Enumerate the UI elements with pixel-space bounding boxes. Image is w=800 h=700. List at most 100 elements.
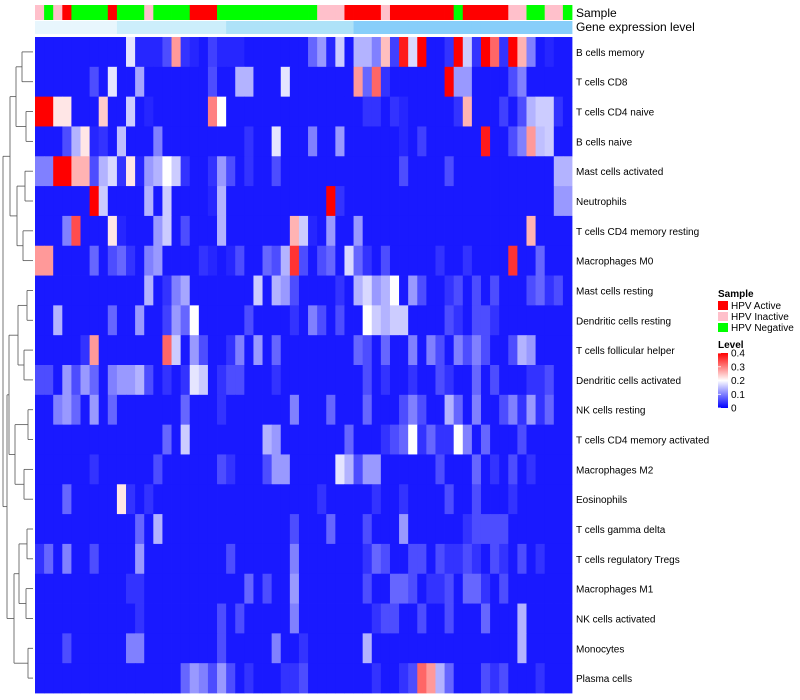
heatmap-cell bbox=[207, 335, 218, 366]
heatmap-cell bbox=[517, 484, 527, 515]
heatmap-cell bbox=[408, 66, 418, 98]
heatmap-cell bbox=[553, 215, 564, 247]
expression-annotation-cell bbox=[517, 21, 527, 34]
heatmap-cell bbox=[399, 156, 409, 187]
heatmap-cell bbox=[226, 394, 236, 426]
heatmap-cell bbox=[80, 424, 91, 455]
heatmap-cell bbox=[189, 186, 200, 217]
heatmap-cell bbox=[562, 573, 573, 604]
heatmap-cell bbox=[508, 633, 518, 664]
heatmap-cell bbox=[44, 156, 54, 187]
heatmap-cell bbox=[226, 603, 236, 634]
heatmap-cell bbox=[362, 514, 373, 545]
heatmap-cell bbox=[207, 156, 218, 187]
heatmap-cell bbox=[98, 66, 109, 98]
heatmap-cell bbox=[162, 275, 172, 306]
heatmap-cell bbox=[444, 335, 455, 366]
heatmap-cell bbox=[517, 305, 527, 336]
heatmap-cell bbox=[180, 394, 191, 426]
heatmap-cell bbox=[453, 633, 464, 664]
heatmap-cell bbox=[253, 484, 263, 515]
heatmap-cell bbox=[344, 275, 354, 306]
heatmap-cell bbox=[408, 156, 418, 187]
sample-annotation-cell bbox=[198, 5, 209, 20]
heatmap-cell bbox=[471, 275, 482, 306]
heatmap-cell bbox=[198, 514, 209, 545]
legend-label-hpv-negative: HPV Negative bbox=[731, 323, 794, 334]
heatmap-cell bbox=[444, 37, 455, 68]
heatmap-cell bbox=[35, 454, 45, 485]
heatmap-cell bbox=[517, 66, 527, 98]
row-label: T cells CD4 naive bbox=[576, 108, 655, 119]
heatmap-cell bbox=[189, 96, 200, 127]
heatmap-cell bbox=[171, 663, 182, 694]
heatmap-cell bbox=[553, 66, 564, 98]
row-label: Plasma cells bbox=[576, 674, 632, 685]
heatmap-cell bbox=[53, 663, 63, 694]
heatmap-cell bbox=[526, 215, 536, 247]
heatmap-cell bbox=[308, 275, 318, 306]
heatmap-cell bbox=[226, 335, 236, 366]
heatmap-cell bbox=[217, 424, 227, 455]
heatmap-cell bbox=[353, 543, 364, 575]
heatmap-cell bbox=[444, 514, 455, 545]
heatmap-cell bbox=[453, 37, 464, 68]
heatmap-cell bbox=[44, 633, 54, 664]
heatmap-cell bbox=[399, 66, 409, 98]
heatmap-cell bbox=[371, 96, 382, 127]
heatmap-cell bbox=[53, 394, 63, 426]
heatmap-cell bbox=[235, 66, 245, 98]
heatmap-cell bbox=[399, 543, 409, 575]
heatmap-cell bbox=[126, 215, 136, 247]
heatmap-cell bbox=[526, 335, 536, 366]
heatmap-cell bbox=[289, 394, 300, 426]
heatmap-cell bbox=[371, 335, 382, 366]
sample-annotation-cell bbox=[153, 5, 163, 20]
heatmap-cell bbox=[253, 603, 263, 634]
heatmap-cell bbox=[553, 186, 564, 217]
heatmap-cell bbox=[207, 305, 218, 336]
heatmap-cell bbox=[62, 215, 72, 247]
heatmap-cell bbox=[80, 394, 91, 426]
heatmap-cell bbox=[499, 573, 509, 604]
heatmap-cell bbox=[298, 335, 309, 366]
sample-annotation-cell bbox=[308, 5, 318, 20]
heatmap-cell bbox=[362, 96, 373, 127]
heatmap-cell bbox=[399, 514, 409, 545]
heatmap-cell bbox=[153, 543, 163, 575]
heatmap-cell bbox=[171, 245, 182, 276]
heatmap-cell bbox=[180, 37, 191, 68]
heatmap-cell bbox=[326, 275, 336, 306]
heatmap-cell bbox=[362, 335, 373, 366]
heatmap-cell bbox=[517, 365, 527, 396]
heatmap-cell bbox=[217, 454, 227, 485]
heatmap-cell bbox=[335, 186, 345, 217]
heatmap-cell bbox=[535, 215, 546, 247]
heatmap-cell bbox=[335, 66, 345, 98]
heatmap-cell bbox=[71, 603, 81, 634]
heatmap-cell bbox=[517, 424, 527, 455]
heatmap-cell bbox=[380, 603, 391, 634]
heatmap-cell bbox=[417, 215, 427, 247]
heatmap-cell bbox=[298, 454, 309, 485]
heatmap-cell bbox=[271, 454, 282, 485]
heatmap-cell bbox=[126, 633, 136, 664]
heatmap-cell bbox=[453, 156, 464, 187]
heatmap-cell bbox=[62, 543, 72, 575]
heatmap-cell bbox=[371, 543, 382, 575]
heatmap-cell bbox=[562, 305, 573, 336]
level-legend: Level 0.4 0.3 0.2 0.1 0 bbox=[718, 340, 745, 415]
heatmap-cell bbox=[144, 454, 154, 485]
heatmap-cell bbox=[553, 305, 564, 336]
expression-annotation-cell bbox=[298, 21, 309, 34]
heatmap-cell bbox=[435, 156, 445, 187]
heatmap-cell bbox=[98, 543, 109, 575]
heatmap-cell bbox=[235, 96, 245, 127]
heatmap-cell bbox=[126, 394, 136, 426]
heatmap-cell bbox=[253, 543, 263, 575]
heatmap-cell bbox=[217, 365, 227, 396]
heatmap-cell bbox=[444, 186, 455, 217]
heatmap-cell bbox=[289, 424, 300, 455]
heatmap-cell bbox=[162, 215, 172, 247]
heatmap-cell bbox=[62, 663, 72, 694]
